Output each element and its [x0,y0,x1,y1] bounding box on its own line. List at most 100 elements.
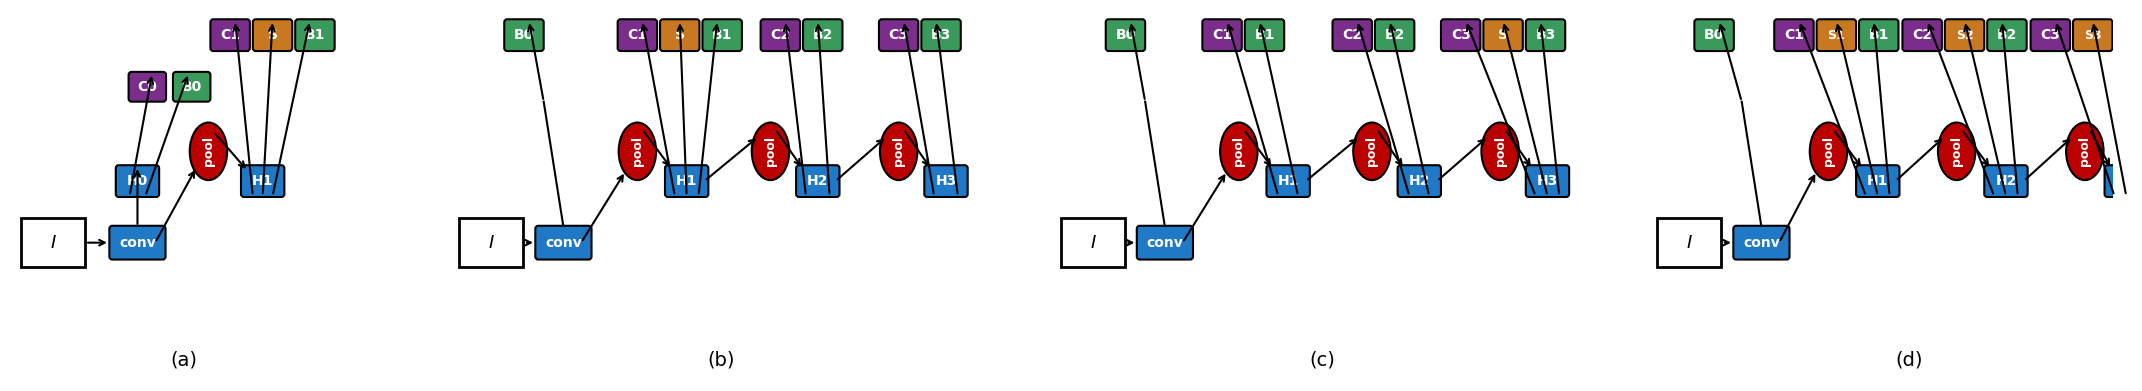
Text: H2: H2 [1409,174,1431,188]
Text: pool: pool [765,136,778,166]
FancyBboxPatch shape [1857,165,1900,197]
Text: conv: conv [1744,236,1780,250]
FancyBboxPatch shape [1816,19,1857,51]
FancyBboxPatch shape [797,165,840,197]
FancyBboxPatch shape [1988,19,2026,51]
Text: I: I [49,234,56,252]
Text: H2: H2 [1994,174,2016,188]
Text: B0: B0 [1705,28,1724,42]
Text: B1: B1 [711,28,733,42]
Text: pool: pool [201,136,214,166]
Text: pool: pool [1493,136,1506,166]
FancyBboxPatch shape [1105,19,1146,51]
Text: I: I [1686,234,1692,252]
FancyBboxPatch shape [760,19,801,51]
Text: C0: C0 [137,80,156,94]
Text: B3: B3 [932,28,951,42]
Text: H2: H2 [808,174,829,188]
Bar [21,218,86,267]
FancyBboxPatch shape [1525,165,1570,197]
Text: B3: B3 [1536,28,1555,42]
Text: C1: C1 [1784,28,1804,42]
Text: H3: H3 [1536,174,1557,188]
FancyBboxPatch shape [703,19,741,51]
Text: B1: B1 [1255,28,1274,42]
Text: C2: C2 [771,28,790,42]
Text: pool: pool [1364,136,1379,166]
FancyBboxPatch shape [296,19,334,51]
Text: S: S [1497,28,1508,42]
Text: conv: conv [1146,236,1182,250]
Text: C2: C2 [1343,28,1362,42]
Text: I: I [488,234,495,252]
Text: H1: H1 [1277,174,1298,188]
FancyBboxPatch shape [1266,165,1309,197]
Text: conv: conv [120,236,156,250]
Ellipse shape [1939,122,1975,180]
Ellipse shape [752,122,788,180]
Ellipse shape [1221,122,1257,180]
Text: pool: pool [1232,136,1245,166]
FancyBboxPatch shape [921,19,962,51]
FancyBboxPatch shape [536,226,591,260]
Text: conv: conv [544,236,583,250]
Ellipse shape [1354,122,1390,180]
Text: pool: pool [2078,136,2091,166]
FancyBboxPatch shape [1694,19,1733,51]
Text: H3: H3 [936,174,957,188]
Ellipse shape [1482,122,1519,180]
Text: H0: H0 [126,174,148,188]
FancyBboxPatch shape [109,226,165,260]
FancyBboxPatch shape [1733,226,1789,260]
FancyBboxPatch shape [1774,19,1814,51]
FancyBboxPatch shape [1397,165,1442,197]
Text: B3: B3 [2125,28,2142,42]
Text: pool: pool [1949,136,1964,166]
FancyBboxPatch shape [1375,19,1414,51]
Text: C1: C1 [221,28,240,42]
Text: B0: B0 [182,80,201,94]
Text: H1: H1 [677,174,698,188]
Text: I: I [1090,234,1095,252]
Text: S3: S3 [2084,29,2101,42]
FancyBboxPatch shape [1202,19,1242,51]
Text: S1: S1 [1827,29,1844,42]
Text: H1: H1 [1868,174,1889,188]
FancyBboxPatch shape [2073,19,2112,51]
FancyBboxPatch shape [1245,19,1285,51]
FancyBboxPatch shape [129,72,167,102]
FancyBboxPatch shape [174,72,210,102]
Text: C3: C3 [2041,28,2061,42]
Text: H3: H3 [2116,174,2138,188]
FancyBboxPatch shape [1525,19,1566,51]
Text: B1: B1 [304,28,326,42]
FancyBboxPatch shape [664,165,709,197]
FancyBboxPatch shape [242,165,285,197]
FancyBboxPatch shape [2116,19,2142,51]
FancyBboxPatch shape [503,19,544,51]
Ellipse shape [880,122,917,180]
Text: C3: C3 [889,28,908,42]
Bar [1060,218,1125,267]
Text: S2: S2 [1956,29,1973,42]
FancyBboxPatch shape [803,19,842,51]
Text: B0: B0 [514,28,533,42]
FancyBboxPatch shape [1859,19,1898,51]
FancyBboxPatch shape [1442,19,1480,51]
FancyBboxPatch shape [1902,19,1943,51]
FancyBboxPatch shape [617,19,658,51]
FancyBboxPatch shape [878,19,919,51]
Text: (c): (c) [1309,350,1337,369]
Ellipse shape [1810,122,1846,180]
Text: B2: B2 [1384,28,1405,42]
Bar [1658,218,1722,267]
FancyBboxPatch shape [1945,19,1983,51]
Text: B1: B1 [1868,28,1889,42]
Text: B2: B2 [812,28,833,42]
Text: C2: C2 [1913,28,1932,42]
FancyBboxPatch shape [1137,226,1193,260]
Text: S: S [268,28,278,42]
FancyBboxPatch shape [2106,165,2142,197]
FancyBboxPatch shape [660,19,700,51]
Text: H1: H1 [253,174,274,188]
